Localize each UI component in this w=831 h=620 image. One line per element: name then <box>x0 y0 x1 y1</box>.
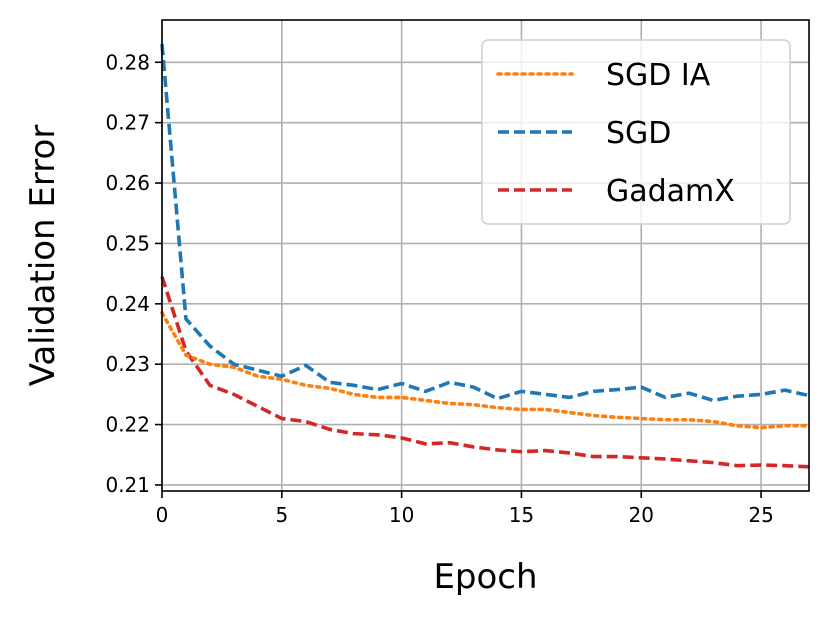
legend-label: SGD <box>606 116 671 151</box>
x-tick-label: 15 <box>509 503 534 527</box>
y-tick-label: 0.25 <box>105 231 150 255</box>
y-tick-label: 0.22 <box>105 413 150 437</box>
series-line-gadamx <box>160 276 810 469</box>
legend-label: SGD IA <box>606 58 711 93</box>
legend-box <box>481 39 791 225</box>
x-tick-label: 5 <box>275 503 288 527</box>
y-tick-label: 0.24 <box>105 292 150 316</box>
y-tick-label: 0.21 <box>105 473 150 497</box>
y-tick-label: 0.27 <box>105 111 150 135</box>
legend: SGD IA SGD GadamX <box>481 39 791 225</box>
y-axis-title: Validation Error <box>23 125 63 387</box>
x-tick-label: 20 <box>629 503 654 527</box>
series-line-sgd-ia <box>160 311 811 430</box>
x-axis-title: Epoch <box>433 557 537 597</box>
y-tick-label: 0.26 <box>105 171 150 195</box>
series-lines <box>160 43 811 469</box>
y-tick-label: 0.23 <box>105 352 150 376</box>
plot-frame <box>161 19 810 492</box>
legend-label: GadamX <box>606 174 735 209</box>
x-tick-label: 10 <box>389 503 414 527</box>
axis-ticks: 0 5 10 15 20 25 0.21 0.22 0.23 0.24 0.25 0.26 0.27 0.… <box>105 50 773 527</box>
y-tick-label: 0.28 <box>105 50 150 74</box>
series-line-sgd <box>160 43 810 403</box>
x-tick-label: 0 <box>156 503 169 527</box>
x-tick-label: 25 <box>748 503 773 527</box>
